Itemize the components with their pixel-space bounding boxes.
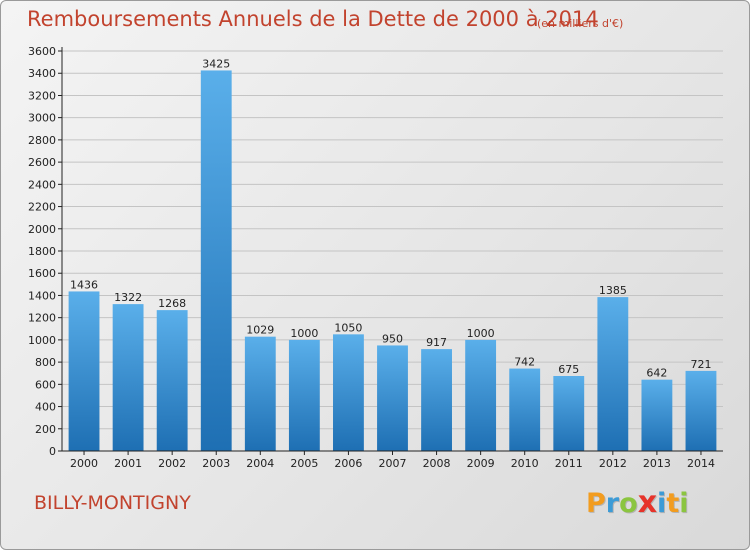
bar-2006 xyxy=(333,334,364,451)
y-tick-label: 2400 xyxy=(28,178,56,191)
value-label-2014: 721 xyxy=(690,358,711,371)
value-label-2010: 742 xyxy=(514,356,535,369)
y-tick-label: 1800 xyxy=(28,245,56,258)
y-tick-label: 400 xyxy=(35,401,56,414)
y-tick-label: 3600 xyxy=(28,45,56,58)
x-tick-label-2004: 2004 xyxy=(246,457,274,470)
bar-2007 xyxy=(377,345,408,451)
proxiti-logo: Proxiti xyxy=(586,485,689,520)
logo-letter: i xyxy=(679,488,689,519)
x-tick-label-2003: 2003 xyxy=(202,457,230,470)
value-label-2002: 1268 xyxy=(158,297,186,310)
chart-title: Remboursements Annuels de la Dette de 20… xyxy=(27,7,599,31)
bar-2008 xyxy=(421,349,452,451)
x-tick-label-2012: 2012 xyxy=(599,457,627,470)
y-tick-label: 600 xyxy=(35,378,56,391)
x-tick-label-2002: 2002 xyxy=(158,457,186,470)
x-tick-label-2007: 2007 xyxy=(379,457,407,470)
value-label-2008: 917 xyxy=(426,336,447,349)
bar-2004 xyxy=(244,336,276,451)
value-label-2006: 1050 xyxy=(334,321,362,334)
bar-2005 xyxy=(288,339,320,451)
y-tick-label: 3400 xyxy=(28,67,56,80)
x-tick-label-2005: 2005 xyxy=(290,457,318,470)
value-label-2004: 1029 xyxy=(246,324,274,337)
x-tick-label-2009: 2009 xyxy=(467,457,495,470)
value-label-2012: 1385 xyxy=(599,284,627,297)
y-tick-label: 0 xyxy=(49,445,56,458)
value-label-2009: 1000 xyxy=(467,327,495,340)
logo-letter: t xyxy=(666,488,680,519)
value-label-2001: 1322 xyxy=(114,291,142,304)
logo-letter: r xyxy=(605,488,620,519)
logo-letter: P xyxy=(586,488,606,519)
bar-2013 xyxy=(641,379,673,451)
bar-2000 xyxy=(68,291,100,451)
logo-letter: i xyxy=(657,488,667,519)
value-label-2013: 642 xyxy=(646,367,667,380)
logo-letter: x xyxy=(637,485,658,520)
axes xyxy=(58,47,723,455)
bar-2003 xyxy=(200,70,232,451)
y-tick-label: 2000 xyxy=(28,223,56,236)
x-tick-label-2008: 2008 xyxy=(423,457,451,470)
bar-2010 xyxy=(509,368,541,451)
bar-2014 xyxy=(685,370,717,451)
bar-2011 xyxy=(553,376,585,451)
y-tick-label: 800 xyxy=(35,356,56,369)
y-tick-label: 1000 xyxy=(28,334,56,347)
y-tick-label: 2200 xyxy=(28,201,56,214)
value-label-2003: 3425 xyxy=(202,57,230,70)
x-tick-label-2001: 2001 xyxy=(114,457,142,470)
x-tick-label-2014: 2014 xyxy=(687,457,715,470)
chart-subtitle: (en milliers d'€) xyxy=(537,17,624,30)
y-tick-label: 3000 xyxy=(28,112,56,125)
bar-2012 xyxy=(597,297,629,451)
bar-2009 xyxy=(465,339,497,451)
x-tick-label-2011: 2011 xyxy=(555,457,583,470)
value-label-2005: 1000 xyxy=(290,327,318,340)
y-tick-label: 3200 xyxy=(28,89,56,102)
bars xyxy=(68,70,717,451)
y-tick-label: 2800 xyxy=(28,134,56,147)
logo-letter: o xyxy=(619,488,638,519)
y-tick-label: 1400 xyxy=(28,289,56,302)
x-tick-label-2010: 2010 xyxy=(511,457,539,470)
x-tick-label-2006: 2006 xyxy=(334,457,362,470)
bar-chart: 0 200 400 600 800 1000 1200 1400 1600 1800 2000 220… xyxy=(28,45,723,470)
y-tick-label: 2600 xyxy=(28,156,56,169)
bar-2002 xyxy=(156,310,188,451)
bar-2001 xyxy=(112,304,144,451)
place-name: BILLY-MONTIGNY xyxy=(34,492,191,514)
value-label-2011: 675 xyxy=(558,363,579,376)
x-tick-label-2000: 2000 xyxy=(70,457,98,470)
labels: 0 200 400 600 800 1000 1200 1400 1600 1800 2000 220… xyxy=(28,45,715,470)
y-tick-label: 1600 xyxy=(28,267,56,280)
value-label-2007: 950 xyxy=(382,332,403,345)
value-label-2000: 1436 xyxy=(70,278,98,291)
y-tick-label: 1200 xyxy=(28,312,56,325)
y-tick-label: 200 xyxy=(35,423,56,436)
x-tick-label-2013: 2013 xyxy=(643,457,671,470)
